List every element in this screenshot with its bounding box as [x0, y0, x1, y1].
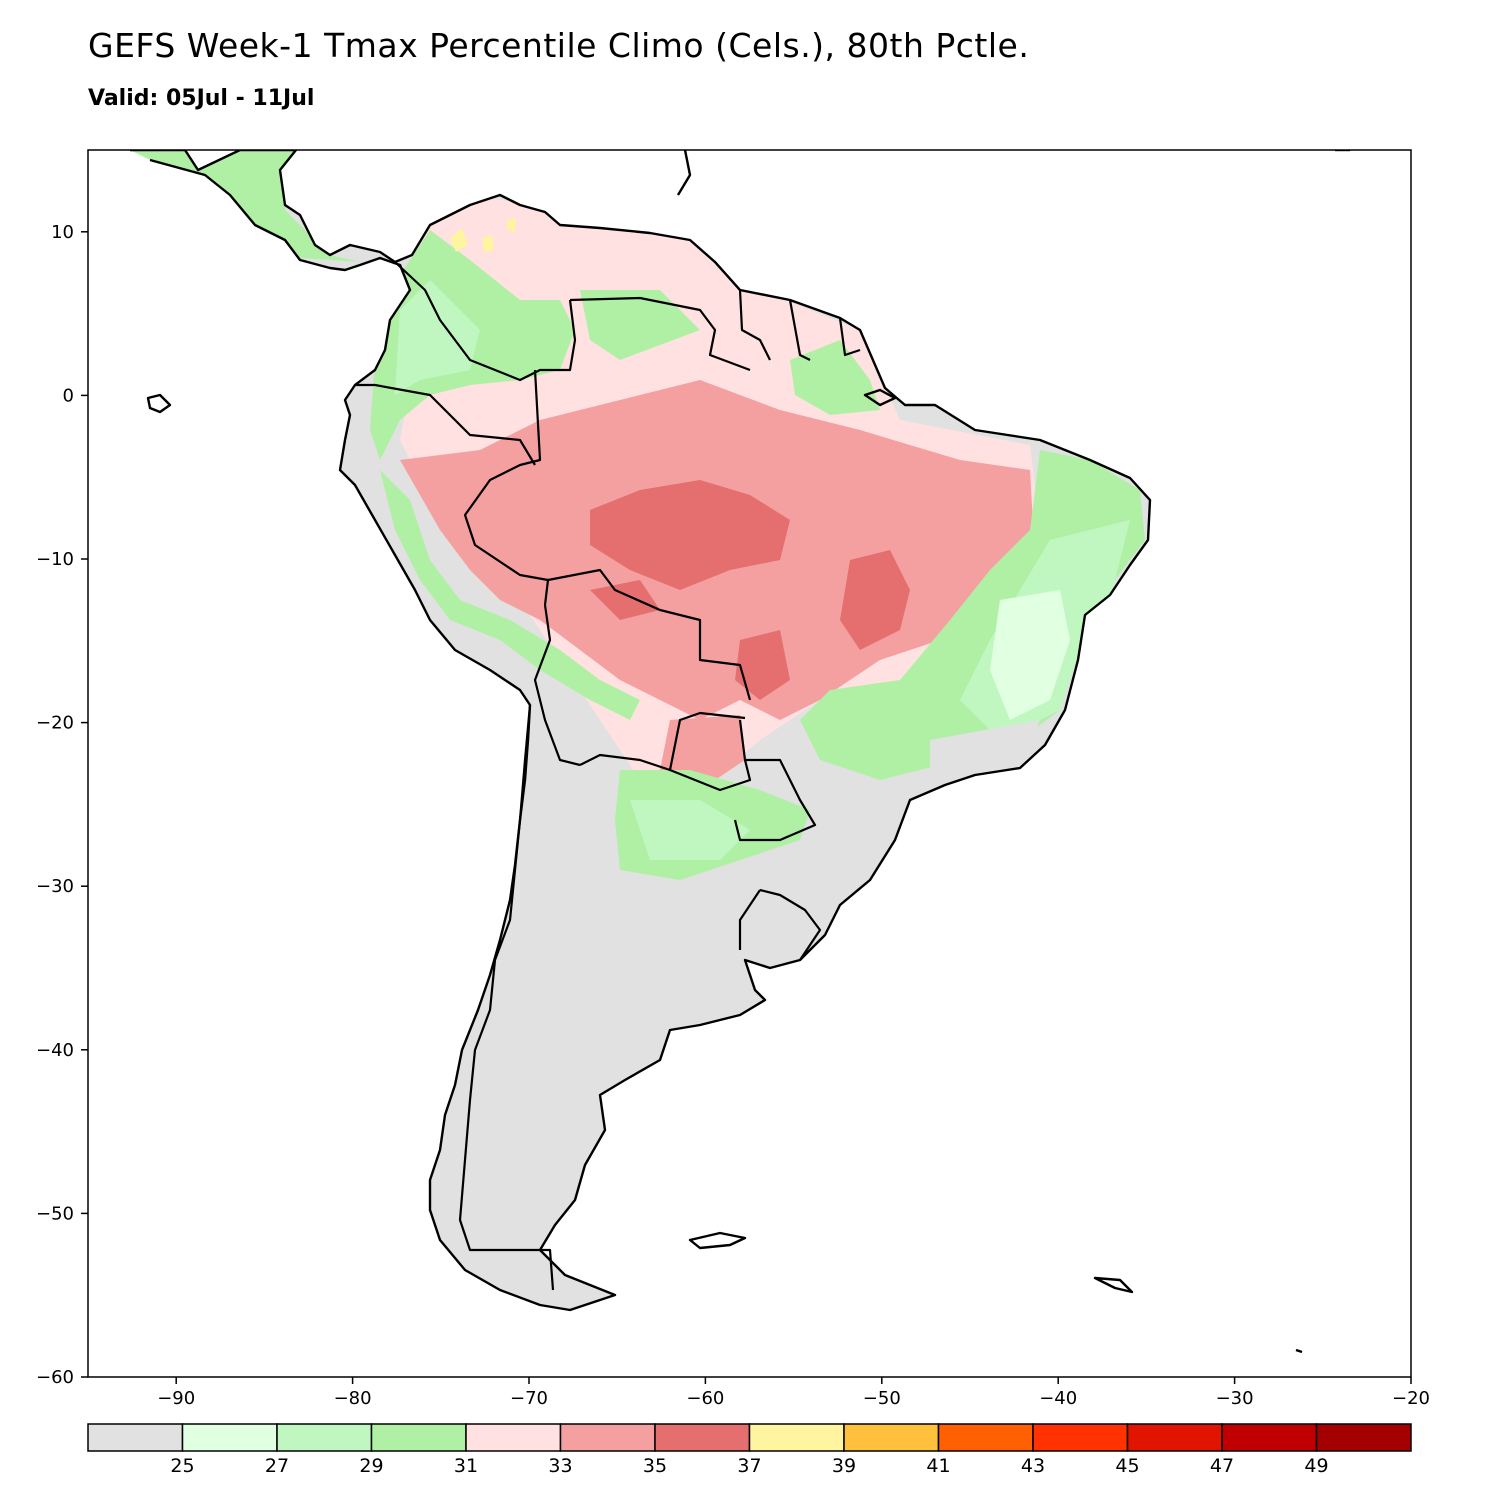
field-andes-strip [380, 470, 640, 720]
border-colombia-venezuela [394, 261, 577, 382]
map-title: GEFS Week-1 Tmax Percentile Climo (Cels.… [88, 26, 1030, 65]
field-chaco-light [630, 800, 750, 860]
field-35-37-west [590, 580, 660, 620]
border-venezuela-guyana [714, 261, 771, 361]
colorbar-swatch [937, 1423, 1034, 1452]
border-suriname-guiana [838, 317, 861, 357]
x-tick-label: −70 [510, 1388, 548, 1409]
border-bolivia-brazil [547, 568, 752, 701]
falkland-islands [688, 1231, 747, 1250]
colorbar-swatch [276, 1423, 373, 1452]
colorbar-swatch [559, 1423, 656, 1452]
colorbar-swatch [748, 1423, 845, 1452]
field-guiana-green [580, 290, 700, 360]
y-tick-label: −40 [36, 1040, 74, 1061]
field-35-37-east [840, 550, 910, 650]
y-tick-label: 0 [63, 385, 74, 406]
x-axis: −90 −80 −70 −60 −50 −40 −30 −20 [157, 1377, 1430, 1409]
colorbar-label: 39 [832, 1455, 856, 1477]
galapagos-islands [146, 393, 172, 414]
border-uruguay-brazil [759, 888, 822, 961]
colorbar-label: 35 [643, 1455, 667, 1477]
field-27-29-north [395, 280, 480, 395]
field-37-39-a [450, 228, 468, 252]
colorbar-label: 29 [359, 1455, 383, 1477]
field-25-27-east [990, 590, 1070, 720]
field-37-39-b [482, 235, 494, 252]
map-subtitle: Valid: 05Jul - 11Jul [88, 86, 315, 111]
colorbar: 25 27 29 31 33 35 37 39 41 43 45 47 49 [87, 1423, 1412, 1477]
x-tick-label: −40 [1039, 1388, 1077, 1409]
y-tick-label: −50 [36, 1203, 74, 1224]
colorbar-swatch [465, 1423, 562, 1452]
y-tick-label: −30 [36, 876, 74, 897]
colorbar-swatch [1315, 1423, 1412, 1452]
border-guyana-suriname [788, 299, 811, 361]
x-tick-label: −60 [686, 1388, 724, 1409]
colorbar-label: 43 [1021, 1455, 1045, 1477]
field-amapa-green [790, 340, 880, 415]
colorbar-label: 45 [1115, 1455, 1139, 1477]
border-paraguay [669, 719, 752, 792]
mainland-coastline [130, 150, 1152, 1312]
country-borders [355, 261, 861, 1291]
x-tick-label: −50 [863, 1388, 901, 1409]
colorbar-label: 25 [170, 1455, 194, 1477]
colorbar-swatch [1032, 1423, 1129, 1452]
caribbean-islands [676, 150, 692, 196]
colorbar-label: 41 [926, 1455, 950, 1477]
field-37-39-c [507, 218, 516, 232]
x-tick-label: −80 [334, 1388, 372, 1409]
colorbar-swatch [843, 1423, 940, 1452]
x-tick-label: −90 [157, 1388, 195, 1409]
border-paraguay-argentina-brazil [733, 758, 817, 842]
y-tick-label: −10 [36, 549, 74, 570]
colorbar-label: 33 [548, 1455, 572, 1477]
field-35-37-core [590, 480, 790, 590]
coastlines [130, 150, 1350, 1354]
map-frame [87, 149, 1412, 1378]
south-georgia [1093, 1276, 1134, 1294]
colorbar-swatch [1126, 1423, 1223, 1452]
border-peru-bolivia [533, 604, 581, 767]
border-colombia-brazil-peru [463, 369, 550, 606]
x-tick-label: −30 [1216, 1388, 1254, 1409]
y-tick-label: 10 [51, 222, 74, 243]
border-venezuela-brazil [569, 296, 751, 372]
marajo-island [863, 388, 897, 407]
x-tick-label: −20 [1392, 1388, 1430, 1409]
colorbar-swatch [1221, 1423, 1318, 1452]
y-tick-label: −60 [36, 1367, 74, 1388]
colorbar-label: 49 [1304, 1455, 1328, 1477]
field-35-37-south [735, 630, 790, 700]
south-sandwich-islands [1295, 1348, 1303, 1354]
colorbar-label: 37 [737, 1455, 761, 1477]
border-ecuador-peru [355, 383, 536, 466]
y-axis: 10 0 −10 −20 −30 −40 −50 −60 [36, 222, 88, 1388]
colorbar-label: 47 [1210, 1455, 1234, 1477]
colorbar-label: 31 [454, 1455, 478, 1477]
y-tick-label: −20 [36, 713, 74, 734]
colorbar-swatch [181, 1423, 278, 1452]
border-chile-argentina [458, 704, 555, 1291]
colorbar-swatch [654, 1423, 751, 1452]
colorbar-swatch [87, 1423, 184, 1452]
colorbar-label: 27 [265, 1455, 289, 1477]
colorbar-swatch [370, 1423, 467, 1452]
border-uruguay-argentina [738, 889, 761, 950]
